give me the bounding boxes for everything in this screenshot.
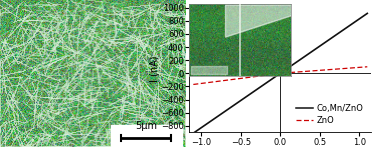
FancyBboxPatch shape — [111, 125, 182, 146]
Text: 5μm: 5μm — [135, 121, 157, 131]
Y-axis label: I (nA): I (nA) — [150, 55, 159, 82]
Legend: Co,Mn/ZnO, ZnO: Co,Mn/ZnO, ZnO — [293, 101, 367, 128]
